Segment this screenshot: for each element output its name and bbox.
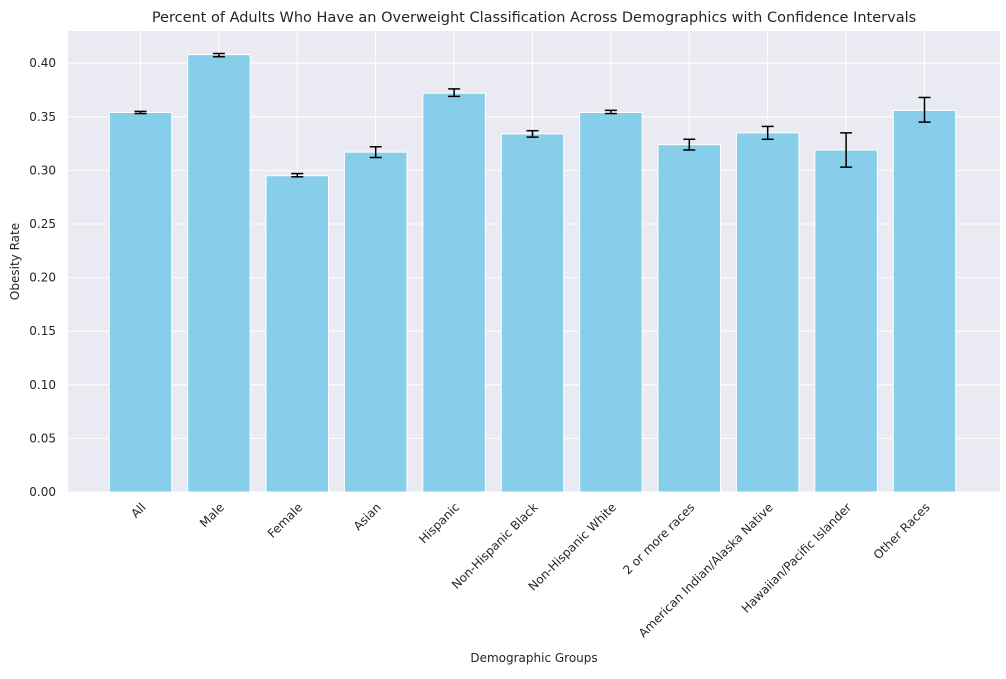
- bar-female: [265, 175, 330, 493]
- x-tick-label: American Indian/Alaska Native: [636, 500, 776, 640]
- error-bar: [918, 96, 931, 123]
- y-tick-label: 0.25: [29, 217, 56, 231]
- bar-hispanic: [422, 92, 486, 493]
- y-tick-label: 0.35: [29, 110, 56, 124]
- error-bar: [134, 110, 147, 115]
- y-axis-label: Obesity Rate: [8, 223, 22, 300]
- x-axis-label: Demographic Groups: [470, 651, 597, 665]
- y-tick-label: 0.40: [29, 56, 56, 70]
- bar-american-indian-alaska-native: [735, 132, 800, 493]
- x-tick-label: All: [128, 500, 148, 520]
- error-bar: [840, 132, 853, 168]
- y-tick-label: 0.20: [29, 271, 56, 285]
- bar-other-races: [892, 109, 957, 493]
- y-tick-label: 0.10: [29, 378, 56, 392]
- x-tick-label: Female: [265, 500, 306, 541]
- error-bar: [761, 125, 774, 141]
- x-tick-label: Non-Hispanic White: [526, 500, 619, 593]
- bar-male: [187, 54, 251, 493]
- y-tick-label: 0.30: [29, 163, 56, 177]
- error-bars: [134, 52, 931, 178]
- error-bar: [683, 138, 696, 151]
- error-bar: [369, 146, 382, 159]
- bar-non-hispanic-white: [579, 111, 643, 493]
- x-tick-label: Non-Hispanic Black: [449, 500, 541, 592]
- y-tick-label: 0.15: [29, 324, 56, 338]
- bar-all: [108, 111, 173, 493]
- error-bar: [212, 52, 225, 58]
- x-tick-label: 2 or more races: [620, 500, 697, 577]
- bar-hawaiian-pacific-islander: [814, 149, 878, 493]
- x-tick-label: Other Races: [871, 500, 933, 562]
- y-axis-ticks: 0.00 0.05 0.10 0.15 0.20 0.25 0.30 0.35 0.40: [29, 56, 56, 499]
- y-tick-label: 0.00: [29, 485, 56, 499]
- bar-asian: [343, 151, 408, 493]
- x-tick-label: Male: [197, 500, 227, 530]
- error-bar: [448, 88, 461, 98]
- y-tick-label: 0.05: [29, 431, 56, 445]
- x-tick-label: Hispanic: [416, 500, 462, 546]
- error-bar: [604, 109, 617, 115]
- chart-title: Percent of Adults Who Have an Overweight…: [152, 10, 916, 26]
- x-tick-label: Asian: [351, 500, 384, 533]
- bar-non-hispanic-black: [500, 133, 565, 493]
- bars: [108, 54, 957, 493]
- error-bar: [291, 172, 304, 178]
- bar-2-or-more-races: [657, 144, 722, 493]
- error-bar: [526, 129, 539, 138]
